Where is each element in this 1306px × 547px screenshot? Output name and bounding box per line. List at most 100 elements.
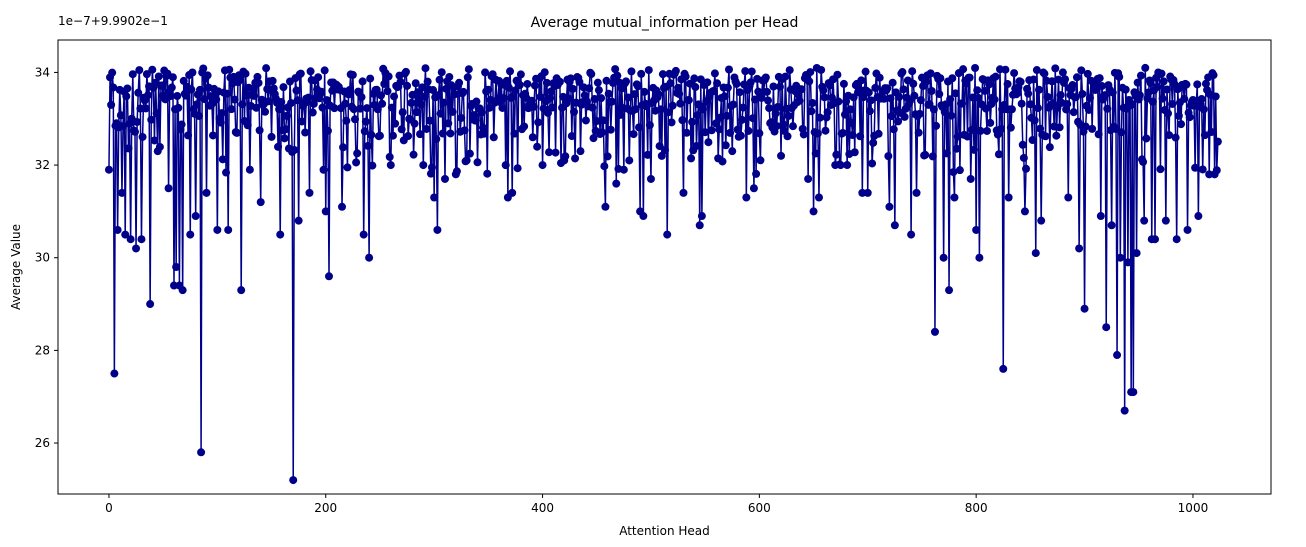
data-point	[436, 109, 445, 118]
data-point	[154, 72, 163, 81]
data-point	[939, 253, 948, 262]
data-point	[462, 156, 471, 165]
data-point	[930, 327, 939, 336]
data-point	[403, 81, 412, 90]
data-point	[612, 179, 621, 188]
data-point	[411, 79, 420, 88]
data-point	[713, 79, 722, 88]
data-point	[1056, 91, 1065, 100]
data-point	[319, 165, 328, 174]
data-point	[1030, 116, 1039, 125]
data-point	[280, 134, 289, 143]
data-point	[1153, 82, 1162, 91]
data-point	[955, 166, 964, 175]
data-point	[912, 188, 921, 197]
data-point	[351, 115, 360, 124]
data-point	[147, 115, 156, 124]
data-point	[199, 64, 208, 73]
data-point	[391, 119, 400, 128]
data-point	[985, 80, 994, 89]
data-point	[846, 105, 855, 114]
data-point	[1035, 85, 1044, 94]
data-point	[361, 117, 370, 126]
data-point	[1213, 137, 1222, 146]
data-point	[732, 79, 741, 88]
data-point	[733, 125, 742, 134]
data-point	[146, 300, 155, 309]
data-point	[1211, 92, 1220, 101]
data-point	[538, 161, 547, 170]
data-point	[481, 68, 490, 77]
data-point	[755, 129, 764, 138]
data-point	[296, 69, 305, 78]
data-point	[167, 83, 176, 92]
data-point	[104, 165, 113, 174]
data-point	[718, 157, 727, 166]
data-point	[540, 68, 549, 77]
data-point	[107, 100, 116, 109]
data-point	[200, 95, 209, 104]
data-point	[1094, 130, 1103, 139]
data-point	[1113, 351, 1122, 360]
data-point	[594, 86, 603, 95]
data-point	[703, 78, 712, 87]
data-point	[1032, 66, 1041, 75]
data-point	[867, 96, 875, 105]
data-point	[264, 97, 273, 106]
data-point	[859, 93, 868, 102]
data-point	[314, 73, 323, 82]
data-point	[932, 121, 941, 130]
data-point	[256, 198, 265, 207]
data-point	[463, 73, 472, 82]
data-point	[667, 118, 676, 127]
data-point	[293, 96, 302, 105]
data-point	[1077, 66, 1086, 75]
data-point	[1033, 104, 1042, 113]
data-point	[890, 221, 899, 230]
data-point	[910, 91, 919, 100]
data-point	[928, 152, 937, 161]
data-point	[856, 132, 865, 141]
data-point	[473, 158, 482, 167]
data-point	[1003, 80, 1012, 89]
data-point	[942, 149, 951, 158]
data-point	[464, 65, 473, 74]
data-point	[117, 188, 126, 197]
data-point	[747, 67, 756, 76]
data-point	[308, 108, 317, 117]
data-point	[604, 89, 613, 98]
data-point	[1199, 105, 1208, 114]
data-point	[900, 112, 909, 121]
data-point	[1133, 78, 1142, 87]
data-point	[832, 150, 841, 159]
data-point	[1041, 132, 1050, 141]
data-point	[216, 118, 225, 127]
data-point	[671, 66, 680, 75]
data-point	[742, 193, 751, 202]
data-point	[480, 129, 489, 138]
data-point	[748, 114, 757, 123]
data-point	[1058, 68, 1067, 77]
series-line	[108, 67, 1219, 481]
data-point	[418, 83, 427, 92]
data-point	[446, 129, 455, 138]
data-point	[390, 92, 399, 101]
data-point	[592, 116, 601, 125]
data-point	[530, 81, 539, 90]
data-point	[275, 105, 284, 114]
data-point	[819, 86, 828, 95]
data-point	[477, 108, 486, 117]
data-point	[864, 88, 873, 97]
data-point	[360, 127, 369, 136]
data-point	[1129, 388, 1138, 397]
data-point	[397, 125, 406, 134]
data-point	[809, 207, 818, 216]
data-point	[515, 81, 524, 89]
data-point	[1020, 207, 1029, 216]
data-point	[130, 127, 139, 136]
data-point	[797, 85, 806, 94]
data-point	[814, 193, 823, 202]
data-point	[894, 117, 903, 126]
data-point	[865, 107, 874, 116]
data-point	[1016, 77, 1025, 86]
